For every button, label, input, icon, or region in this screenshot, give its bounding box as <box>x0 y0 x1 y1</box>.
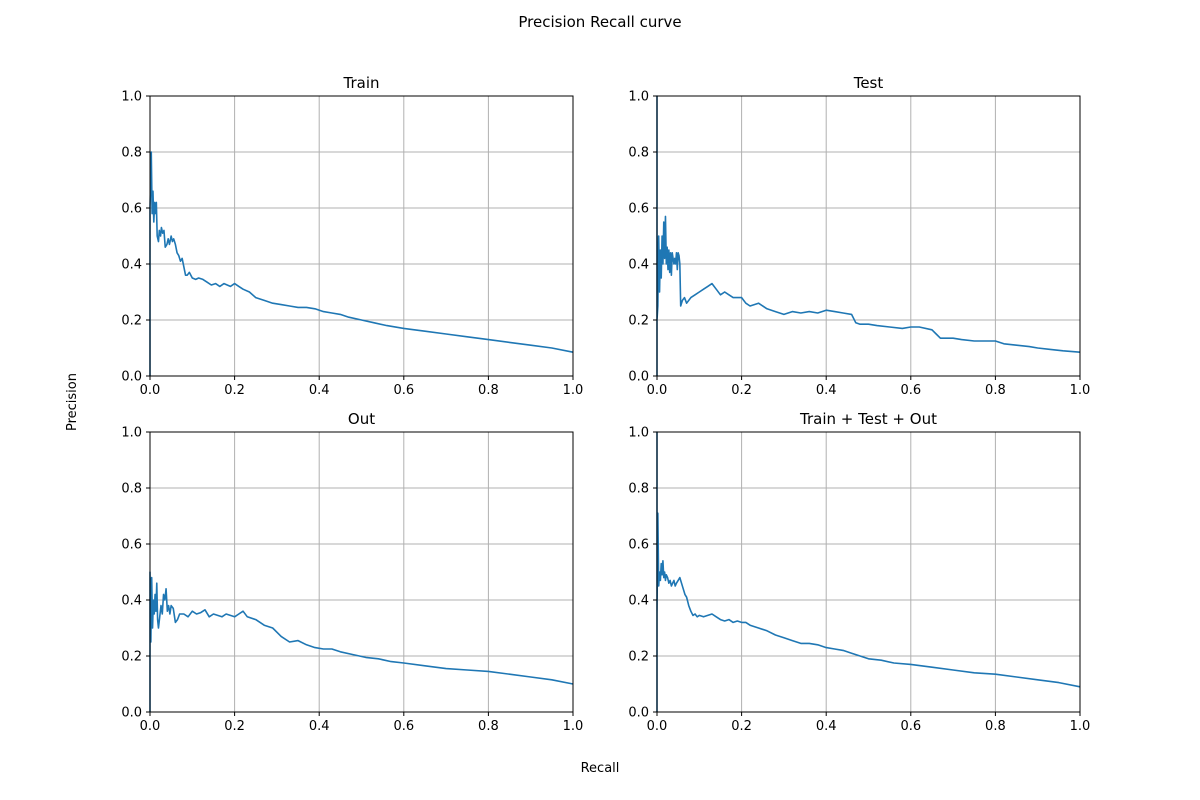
subplot-test-xtick-label-4: 0.8 <box>985 383 1006 398</box>
subplot-out-ytick-label-0: 0.0 <box>121 706 142 721</box>
subplot-train-test-out-ytick-label-4: 0.8 <box>628 482 649 497</box>
subplot-train-ytick-label-3: 0.6 <box>121 202 142 217</box>
subplot-train-test-out-title: Train + Test + Out <box>799 410 937 428</box>
subplot-train-test-out-ytick-label-2: 0.4 <box>628 594 649 609</box>
subplot-train-xtick-label-2: 0.4 <box>309 383 330 398</box>
subplot-test-ytick-label-0: 0.0 <box>628 370 649 385</box>
subplot-out-ytick-label-4: 0.8 <box>121 482 142 497</box>
subplot-train-xtick-label-4: 0.8 <box>478 383 499 398</box>
subplot-test-title: Test <box>853 74 884 92</box>
subplot-train-test-out-xtick-label-1: 0.2 <box>731 719 752 734</box>
subplot-train-xtick-label-1: 0.2 <box>224 383 245 398</box>
subplot-train-test-out-series-line-0 <box>656 431 1081 712</box>
subplot-train-test-out-xtick-label-5: 1.0 <box>1070 719 1091 734</box>
subplot-train-test-out-ytick-label-3: 0.6 <box>628 538 649 553</box>
subplot-train-test-out-xtick-label-2: 0.4 <box>816 719 837 734</box>
subplot-train-test-out-xtick-label-3: 0.6 <box>900 719 921 734</box>
subplot-train-test-out-xtick-label-0: 0.0 <box>647 719 668 734</box>
subplot-test-axes-frame <box>656 95 1081 377</box>
subplot-train-test-out-axes-frame <box>656 431 1081 713</box>
subplot-train-test-out-ytick-label-0: 0.0 <box>628 706 649 721</box>
subplot-train-xtick-label-5: 1.0 <box>563 383 584 398</box>
subplot-train-series-line-0 <box>149 151 574 376</box>
subplot-test-xtick-label-1: 0.2 <box>731 383 752 398</box>
subplot-out-xtick-label-1: 0.2 <box>224 719 245 734</box>
subplot-out: 0.0 0.2 0.4 0.6 0.8 1.0 0.0 0.2 0.4 0.6 0.8 1.0 Out <box>121 410 583 734</box>
subplot-out-axes-frame <box>149 431 574 713</box>
subplot-out-xtick-label-0: 0.0 <box>140 719 161 734</box>
subplot-train-axes-frame <box>149 95 574 377</box>
subplot-out-title: Out <box>348 410 375 428</box>
subplot-out-ytick-label-3: 0.6 <box>121 538 142 553</box>
subplot-test-ytick-label-3: 0.6 <box>628 202 649 217</box>
subplot-train-test-out-ytick-label-5: 1.0 <box>628 426 649 441</box>
subplot-test: 0.0 0.2 0.4 0.6 0.8 1.0 0.0 0.2 0.4 0.6 0.8 1.0 Test <box>628 74 1090 398</box>
subplot-train-ytick-label-1: 0.2 <box>121 314 142 329</box>
subplot-train: 0.0 0.2 0.4 0.6 0.8 1.0 0.0 0.2 0.4 0.6 0.8 1.0 Trai… <box>121 74 583 398</box>
subplot-out-xtick-label-4: 0.8 <box>478 719 499 734</box>
subplot-out-xtick-label-2: 0.4 <box>309 719 330 734</box>
subplot-train-ytick-label-2: 0.4 <box>121 258 142 273</box>
subplot-test-ytick-label-5: 1.0 <box>628 90 649 105</box>
figure-title: Precision Recall curve <box>518 13 681 31</box>
subplot-train-xtick-label-0: 0.0 <box>140 383 161 398</box>
subplot-train-test-out-xtick-label-4: 0.8 <box>985 719 1006 734</box>
subplot-train-ytick-label-0: 0.0 <box>121 370 142 385</box>
subplot-test-xtick-label-5: 1.0 <box>1070 383 1091 398</box>
subplot-test-xtick-label-0: 0.0 <box>647 383 668 398</box>
subplot-out-series-line-0 <box>149 571 574 712</box>
subplot-test-ytick-label-1: 0.2 <box>628 314 649 329</box>
subplot-out-xtick-label-3: 0.6 <box>393 719 414 734</box>
figure-ylabel: Precision <box>65 373 80 431</box>
subplot-train-test-out: 0.0 0.2 0.4 0.6 0.8 1.0 0.0 0.2 0.4 0.6 0.8 1.0 Trai… <box>628 410 1090 734</box>
subplot-test-ytick-label-4: 0.8 <box>628 146 649 161</box>
subplot-train-ytick-label-5: 1.0 <box>121 90 142 105</box>
subplot-train-ytick-label-4: 0.8 <box>121 146 142 161</box>
subplot-train-test-out-ytick-label-1: 0.2 <box>628 650 649 665</box>
subplot-train-title: Train <box>343 74 380 92</box>
subplot-train-xtick-label-3: 0.6 <box>393 383 414 398</box>
subplot-out-ytick-label-5: 1.0 <box>121 426 142 441</box>
subplot-test-series-line-0 <box>656 95 1081 376</box>
subplot-out-xtick-label-5: 1.0 <box>563 719 584 734</box>
figure-xlabel: Recall <box>581 761 620 776</box>
subplot-out-ytick-label-1: 0.2 <box>121 650 142 665</box>
subplot-out-ytick-label-2: 0.4 <box>121 594 142 609</box>
subplot-test-ytick-label-2: 0.4 <box>628 258 649 273</box>
subplot-test-xtick-label-3: 0.6 <box>900 383 921 398</box>
subplot-test-xtick-label-2: 0.4 <box>816 383 837 398</box>
